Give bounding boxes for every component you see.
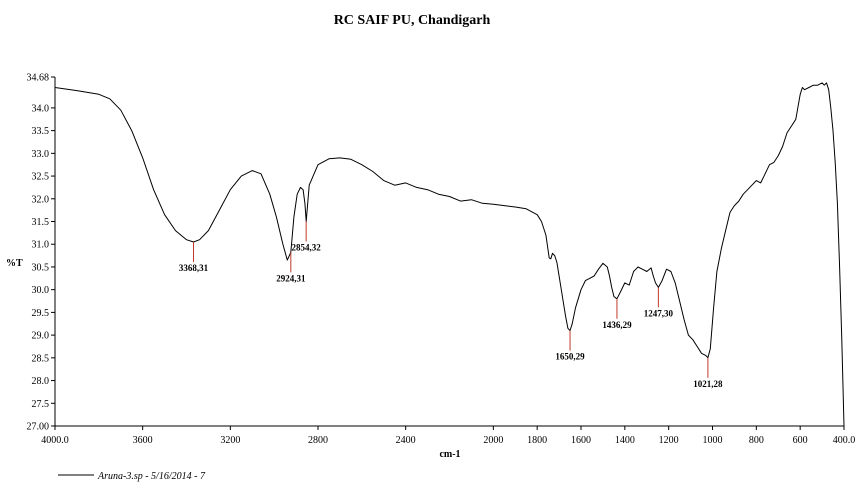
series-line [54,82,845,427]
x-axis-label: cm-1 [439,449,460,460]
peak-label: 2924,31 [276,273,306,283]
x-tick-label: 2800 [308,435,328,446]
y-axis-label: %T [6,258,23,269]
x-tick-label: 1000 [703,435,723,446]
y-tick-label: 28.5 [32,353,50,364]
y-tick-label: 27.00 [27,422,50,433]
y-tick-label: 30.5 [32,262,50,273]
y-tick-label: 34.0 [32,103,50,114]
peak-label: 1436,29 [602,320,632,330]
y-tick-label: 32.5 [32,172,50,183]
legend: Aruna-3.sp - 5/16/2014 - 7 [58,471,206,482]
x-tick-label: 1600 [571,435,591,446]
y-tick-label: 31.5 [32,217,50,228]
y-tick-label: 29.5 [32,308,50,319]
x-tick-label: 400.0 [833,435,856,446]
axis-ticks: 4000.0 3600 3200 2800 2400 2000 1800 1600 1400 12… [27,73,856,447]
x-tick-label: 1400 [615,435,635,446]
legend-entry: Aruna-3.sp - 5/16/2014 - 7 [97,471,206,482]
peak-label: 3368,31 [179,263,209,273]
x-tick-label: 1200 [659,435,679,446]
x-tick-label: 3200 [220,435,240,446]
peak-label: 1247,30 [644,308,674,318]
x-tick-label: 1800 [527,435,547,446]
y-tick-label: 27.5 [32,399,50,410]
x-tick-label: 2400 [396,435,416,446]
y-tick-label: 32.0 [32,194,50,205]
peak-annotations: 3368,31 2924,31 2854,32 1650,29 1436,29 1247,… [179,221,723,389]
y-tick-label: 33.5 [32,126,50,137]
x-tick-label: 800 [749,435,764,446]
axes [54,77,844,427]
peak-label: 1650,29 [555,352,585,362]
chart-title: RC SAIF PU, Chandigarh [334,13,491,28]
x-tick-label: 4000.0 [41,435,69,446]
y-tick-label: 33.0 [32,149,50,160]
peak-label: 2854,32 [292,243,322,253]
y-tick-label: 34.68 [27,73,50,84]
y-tick-label: 31.0 [32,240,50,251]
x-tick-label: 2000 [483,435,503,446]
y-tick-label: 28.0 [32,376,50,387]
series-layer [54,82,845,427]
x-tick-label: 3600 [133,435,153,446]
peak-label: 1021,28 [693,379,723,389]
x-tick-label: 600 [793,435,808,446]
y-tick-label: 29.0 [32,331,50,342]
y-tick-label: 30.0 [32,285,50,296]
